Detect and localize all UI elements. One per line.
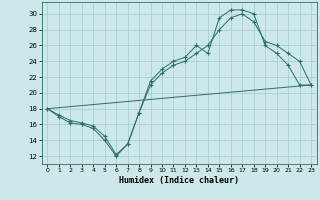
X-axis label: Humidex (Indice chaleur): Humidex (Indice chaleur) — [119, 176, 239, 185]
